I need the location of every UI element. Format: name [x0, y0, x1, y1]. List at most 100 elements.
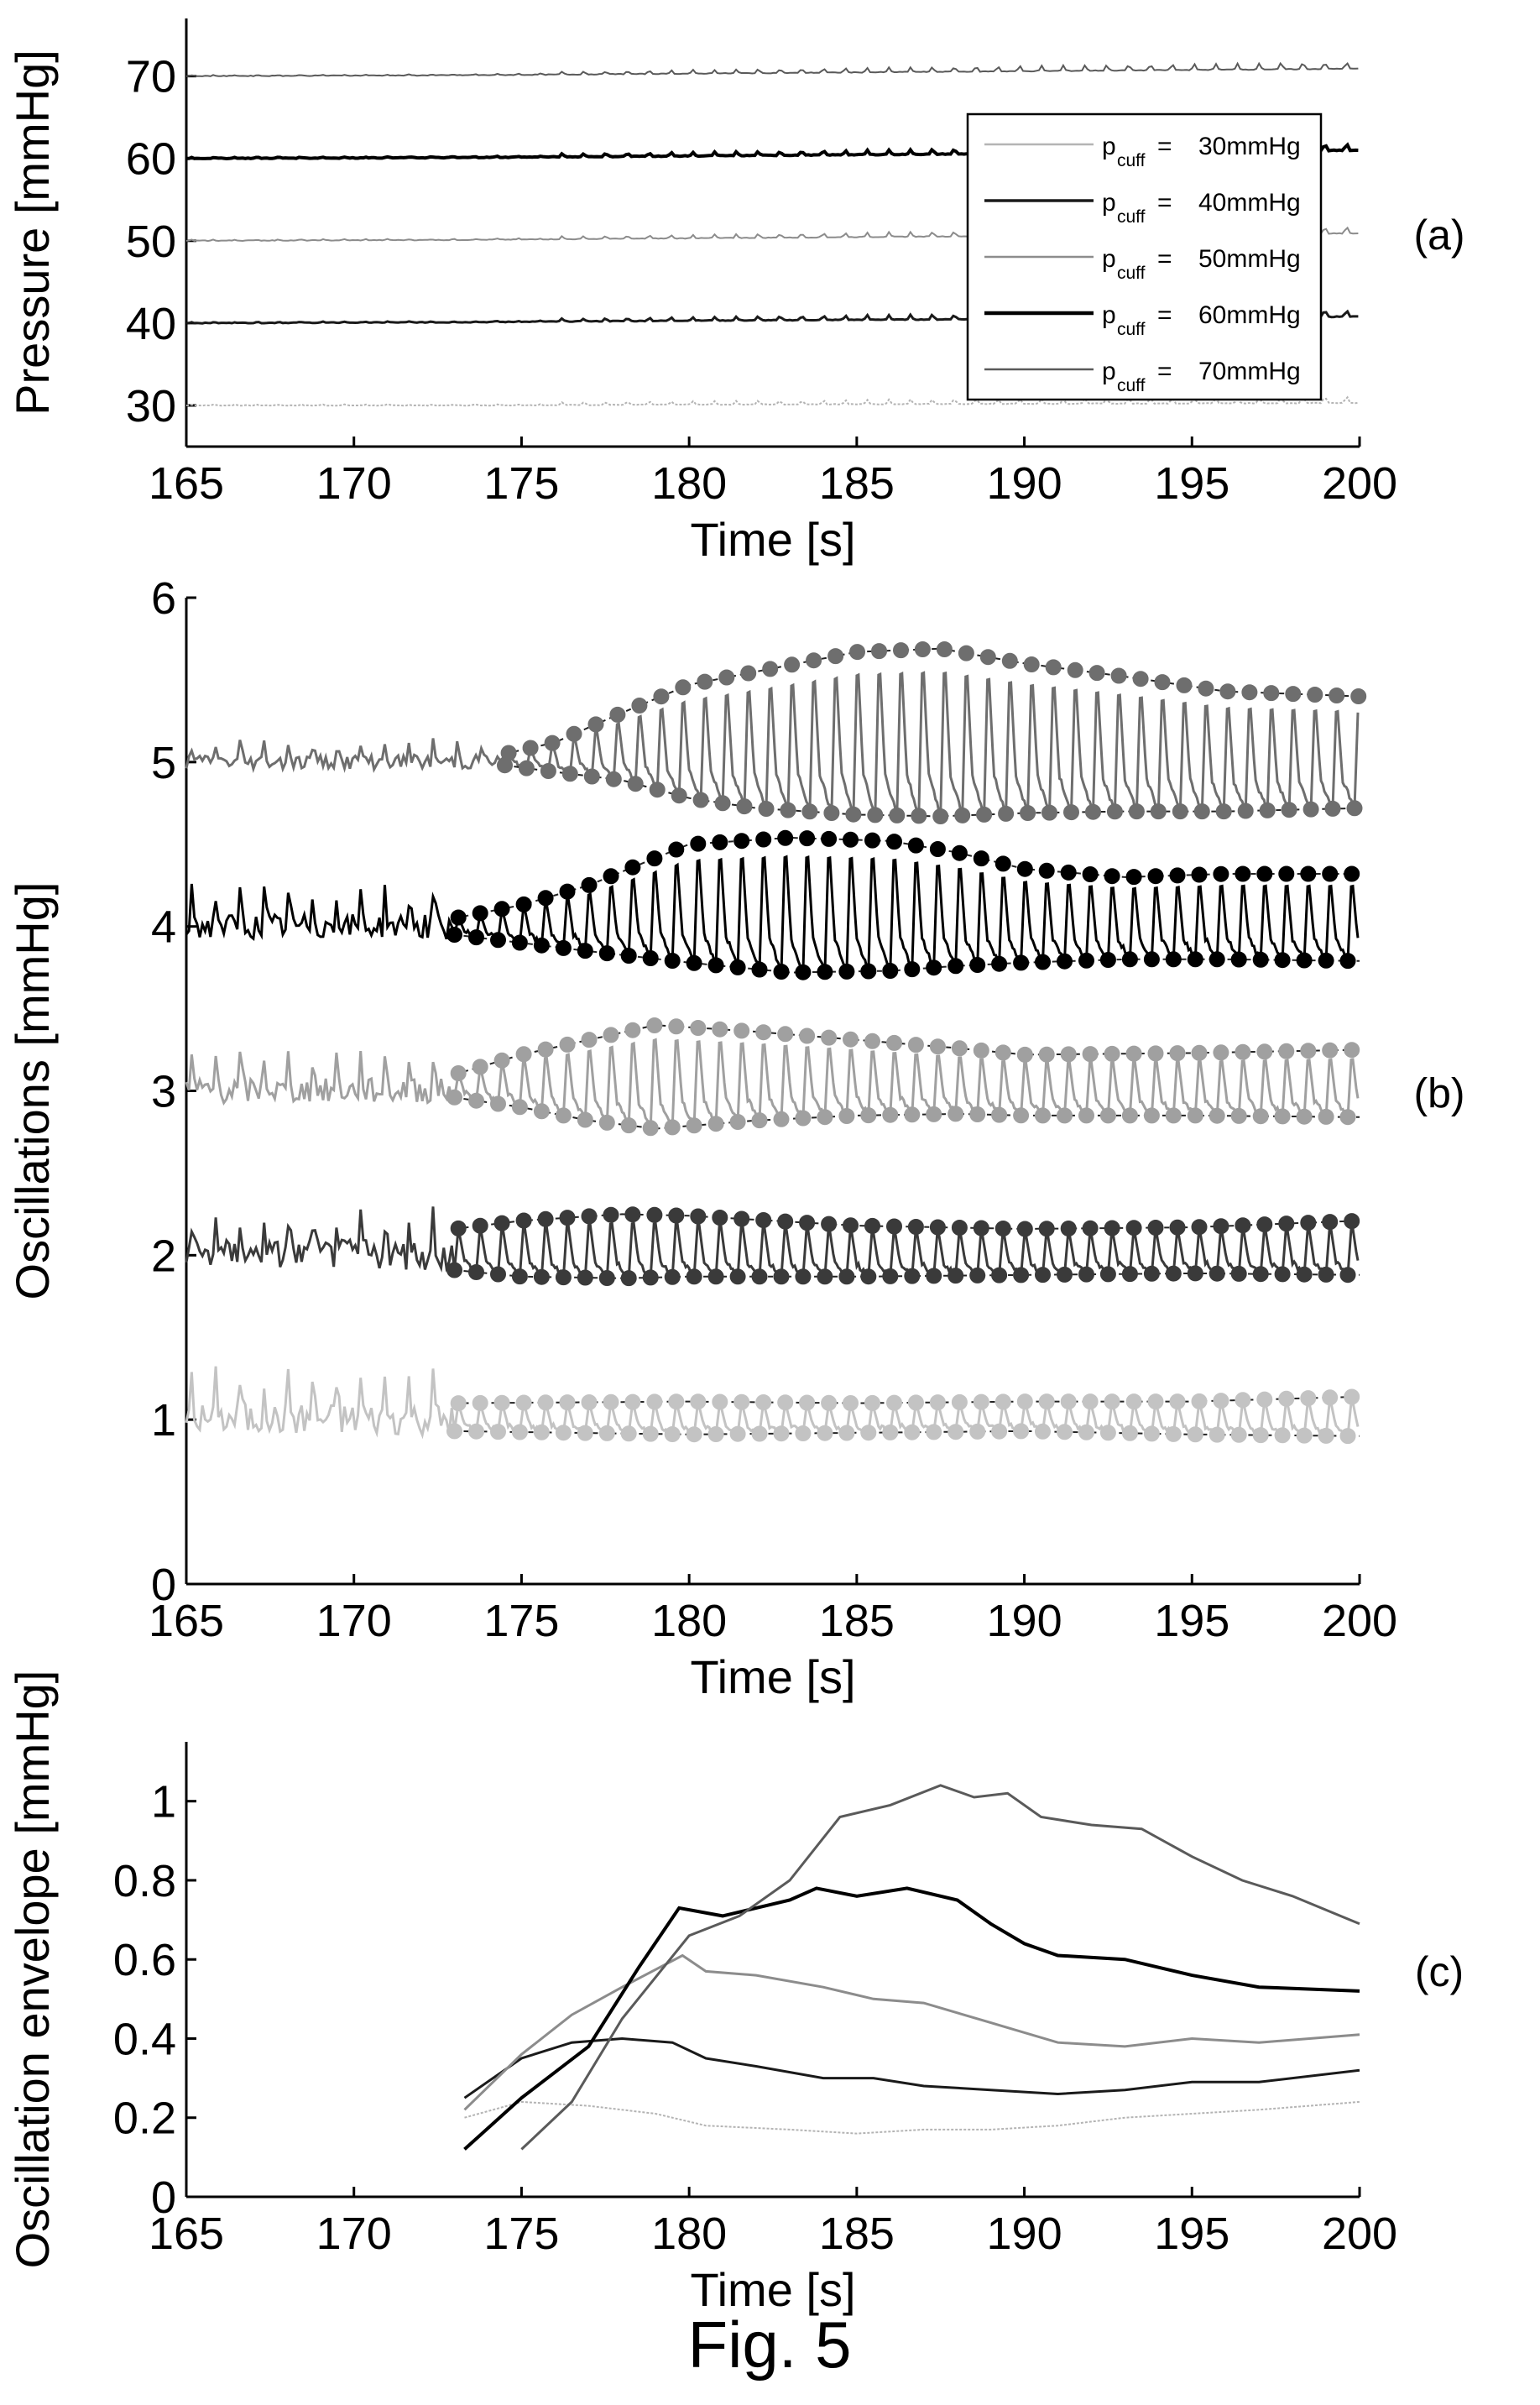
peak-marker-60mmHg: [668, 841, 685, 858]
trough-marker-40mmHg: [817, 1268, 833, 1285]
trough-marker-30mmHg: [468, 1423, 484, 1440]
panel-b-x-tick-label: 185: [819, 1596, 895, 1646]
trough-marker-30mmHg: [838, 1425, 855, 1441]
peak-marker-40mmHg: [668, 1207, 685, 1224]
peak-marker-30mmHg: [450, 1395, 467, 1412]
peak-marker-40mmHg: [1125, 1220, 1142, 1236]
peak-marker-40mmHg: [973, 1220, 989, 1236]
peak-marker-40mmHg: [1344, 1213, 1360, 1230]
envelope-line-50mmHg: [463, 1953, 1360, 2111]
trough-marker-70mmHg: [780, 802, 796, 818]
trough-marker-60mmHg: [686, 954, 702, 971]
trough-marker-50mmHg: [707, 1116, 724, 1132]
trough-marker-50mmHg: [882, 1106, 899, 1123]
peak-marker-50mmHg: [1104, 1045, 1120, 1062]
oscillation-series-60mmHg: [185, 829, 1360, 980]
panel-c-y-tick-label: 1: [151, 1777, 176, 1827]
legend-p-label: p: [1102, 133, 1116, 160]
trough-marker-60mmHg: [751, 961, 768, 978]
trough-marker-40mmHg: [686, 1268, 702, 1285]
trough-marker-70mmHg: [649, 782, 666, 798]
trough-marker-30mmHg: [969, 1423, 986, 1440]
panel-c-x-tick-label: 185: [819, 2209, 895, 2259]
trough-marker-40mmHg: [773, 1268, 790, 1285]
envelope-line-40mmHg: [463, 2036, 1360, 2099]
trough-marker-50mmHg: [969, 1106, 986, 1122]
trough-marker-60mmHg: [1296, 952, 1313, 969]
trough-marker-60mmHg: [1121, 951, 1138, 968]
trough-marker-60mmHg: [1165, 951, 1182, 968]
trough-marker-40mmHg: [947, 1268, 964, 1284]
trough-marker-30mmHg: [817, 1425, 833, 1441]
peak-marker-30mmHg: [1147, 1393, 1164, 1410]
peak-marker-50mmHg: [493, 1052, 510, 1069]
trough-marker-70mmHg: [889, 807, 906, 823]
peak-marker-50mmHg: [603, 1027, 619, 1043]
peak-marker-40mmHg: [1060, 1221, 1077, 1236]
trough-marker-70mmHg: [1346, 800, 1363, 817]
peak-marker-70mmHg: [1176, 677, 1193, 693]
trough-marker-60mmHg: [882, 963, 899, 979]
peak-marker-50mmHg: [907, 1037, 924, 1053]
peak-marker-40mmHg: [559, 1210, 576, 1226]
peak-marker-60mmHg: [515, 896, 532, 912]
trough-marker-70mmHg: [867, 807, 884, 823]
trough-marker-70mmHg: [1150, 803, 1167, 820]
peak-marker-50mmHg: [1278, 1043, 1295, 1059]
peak-marker-40mmHg: [1147, 1220, 1164, 1236]
trough-marker-50mmHg: [664, 1119, 681, 1136]
trough-marker-30mmHg: [620, 1425, 637, 1442]
trough-marker-50mmHg: [533, 1103, 550, 1120]
legend-subscript: cuff: [1117, 264, 1146, 283]
peak-marker-30mmHg: [1235, 1392, 1251, 1409]
panel-a-y-tick-label: 30: [126, 381, 176, 431]
trough-marker-30mmHg: [882, 1424, 899, 1440]
peak-marker-70mmHg: [849, 644, 865, 661]
peak-marker-40mmHg: [951, 1220, 968, 1236]
trough-marker-60mmHg: [1057, 953, 1073, 970]
trough-marker-70mmHg: [1041, 804, 1057, 821]
trough-marker-50mmHg: [773, 1111, 790, 1127]
trough-marker-50mmHg: [598, 1114, 615, 1131]
trough-marker-70mmHg: [1128, 803, 1145, 820]
trough-marker-50mmHg: [1252, 1108, 1269, 1125]
trough-marker-30mmHg: [947, 1424, 964, 1440]
trough-marker-40mmHg: [1035, 1267, 1051, 1284]
peak-marker-40mmHg: [690, 1208, 707, 1225]
peak-marker-50mmHg: [1235, 1043, 1251, 1060]
peak-marker-60mmHg: [559, 883, 576, 900]
peak-marker-40mmHg: [646, 1206, 663, 1223]
trough-marker-60mmHg: [1187, 951, 1203, 968]
peak-marker-30mmHg: [1322, 1389, 1339, 1406]
peak-marker-50mmHg: [886, 1034, 902, 1051]
trough-marker-60mmHg: [664, 953, 681, 969]
peak-marker-40mmHg: [1191, 1219, 1208, 1236]
trough-marker-70mmHg: [671, 787, 687, 804]
trough-marker-40mmHg: [468, 1264, 484, 1280]
peak-marker-50mmHg: [864, 1033, 880, 1049]
peak-marker-50mmHg: [994, 1044, 1011, 1061]
peak-marker-30mmHg: [559, 1394, 576, 1411]
peak-marker-60mmHg: [929, 841, 946, 857]
peak-marker-30mmHg: [712, 1393, 728, 1410]
legend-subscript: cuff: [1117, 207, 1146, 227]
peak-marker-40mmHg: [821, 1216, 838, 1232]
peak-marker-70mmHg: [871, 643, 887, 660]
peak-marker-30mmHg: [951, 1393, 968, 1410]
peak-marker-30mmHg: [1169, 1393, 1186, 1410]
panel-b-y-tick-label: 3: [151, 1067, 176, 1117]
pressure-line-30mmHg: [185, 395, 1359, 407]
peak-marker-40mmHg: [1278, 1216, 1295, 1232]
peak-marker-50mmHg: [733, 1022, 750, 1039]
trough-marker-60mmHg: [511, 934, 528, 951]
trough-marker-60mmHg: [947, 958, 964, 975]
panel-c-x-tick-label: 170: [316, 2209, 392, 2259]
trough-marker-40mmHg: [511, 1268, 528, 1285]
trough-marker-50mmHg: [1057, 1107, 1073, 1124]
panel-b-oscillations: 165 170 175 180 185 190 195 200 0 1 2 3 4 5 6 Time [s] O…: [6, 573, 1465, 1703]
trough-marker-30mmHg: [686, 1426, 702, 1443]
peak-marker-60mmHg: [1147, 868, 1164, 885]
trough-marker-60mmHg: [1274, 952, 1291, 969]
peak-marker-70mmHg: [740, 665, 757, 682]
trough-marker-40mmHg: [1274, 1266, 1291, 1283]
